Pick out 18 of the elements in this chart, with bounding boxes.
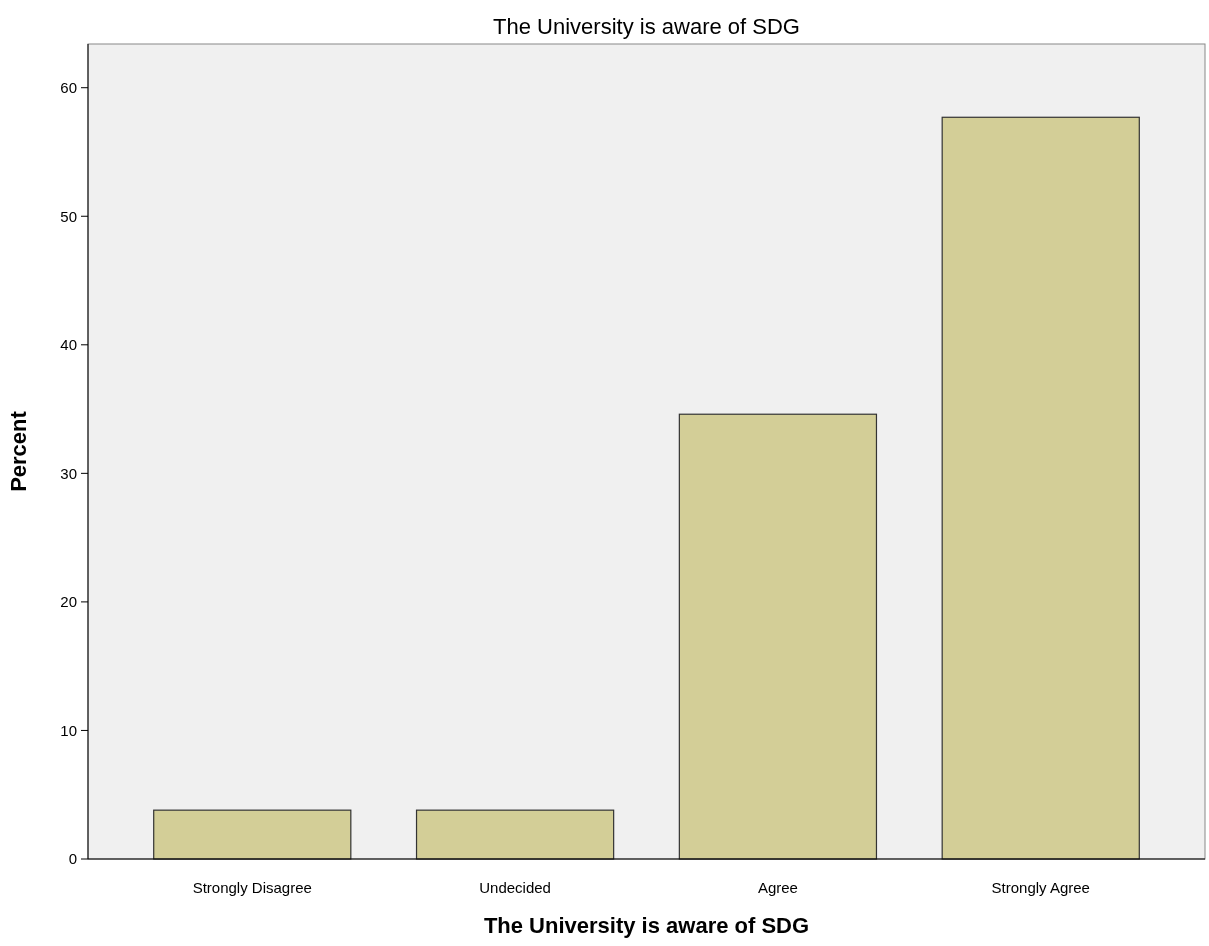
bar <box>153 809 352 860</box>
y-tick-label: 0 <box>68 850 77 868</box>
y-tick-label: 40 <box>60 336 77 354</box>
x-axis-title: The University is aware of SDG <box>483 913 810 938</box>
y-tick-label: 20 <box>60 593 77 611</box>
chart-title: The University is aware of SDG <box>493 14 800 39</box>
x-tick-label: Strongly Agree <box>991 879 1090 896</box>
bar <box>678 413 878 860</box>
y-tick-label: 60 <box>60 78 77 96</box>
y-axis-title: Percent <box>6 410 31 492</box>
y-tick-label: 30 <box>60 464 77 482</box>
bar <box>415 809 615 860</box>
x-tick-label: Undecided <box>479 879 551 896</box>
x-tick-label: Agree <box>757 879 798 896</box>
y-tick-label: 50 <box>60 207 77 225</box>
bar <box>941 116 1140 860</box>
x-tick-label: Strongly Disagree <box>192 879 312 896</box>
y-tick-label: 10 <box>60 721 77 739</box>
